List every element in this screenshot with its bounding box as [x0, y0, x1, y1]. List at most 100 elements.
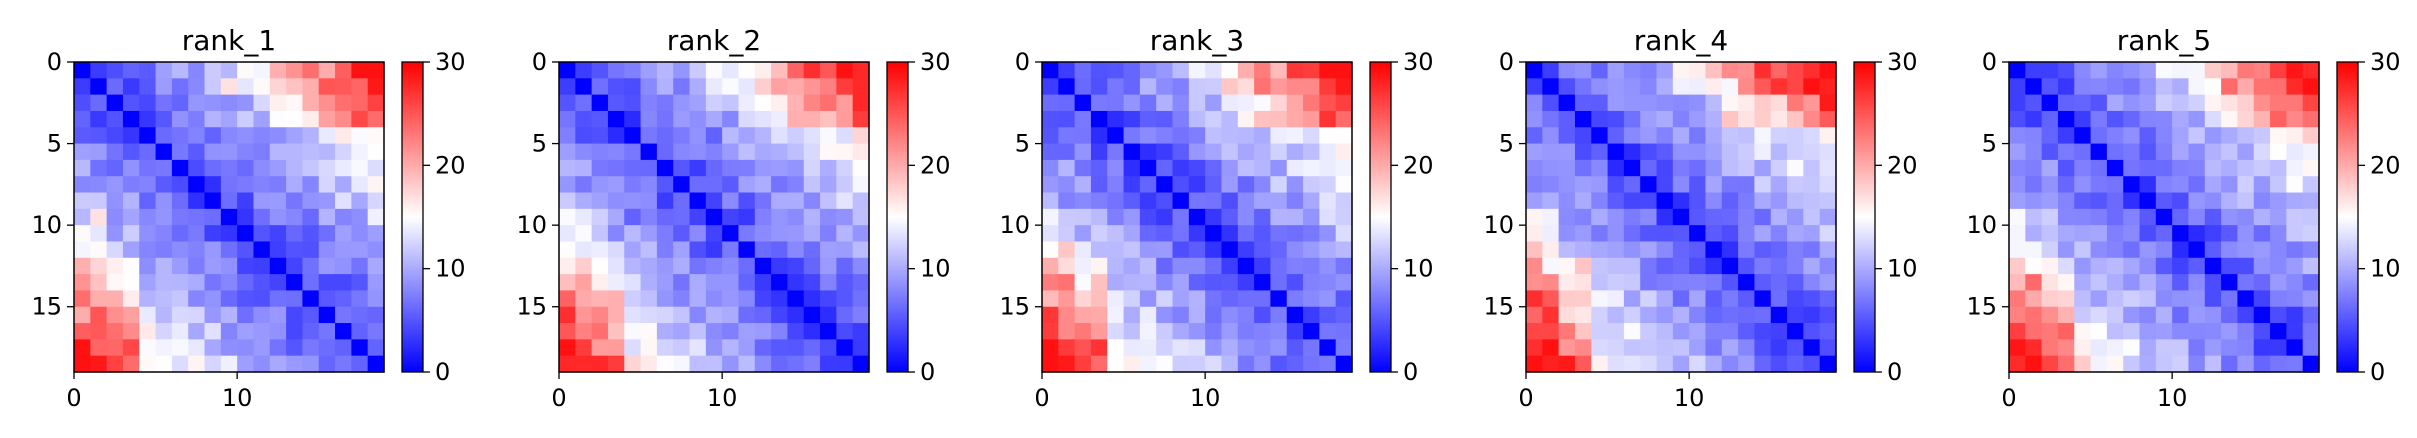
heatmap-cell [1640, 257, 1658, 275]
colorbar-tick-label: 10 [920, 255, 951, 283]
heatmap-cell [738, 78, 756, 96]
heatmap-cell [2009, 257, 2026, 275]
heatmap-cell [2204, 143, 2222, 161]
heatmap-cell [607, 94, 625, 112]
heatmap-cell [787, 127, 805, 145]
heatmap-cell [1607, 159, 1625, 177]
heatmap-cell [220, 339, 238, 357]
heatmap-cell [1042, 323, 1059, 340]
heatmap-cell [1803, 274, 1821, 292]
heatmap-cell [220, 225, 238, 243]
heatmap-cell [1074, 208, 1092, 226]
heatmap-cell [754, 127, 772, 145]
heatmap-cell [705, 176, 723, 194]
heatmap-cell [2074, 159, 2092, 177]
heatmap-cell [1819, 257, 1837, 275]
heatmap-cell [2302, 127, 2320, 145]
heatmap-cell [1526, 208, 1543, 226]
heatmap-cell [2172, 159, 2190, 177]
heatmap-cell [575, 274, 593, 292]
heatmap-cell [139, 159, 157, 177]
heatmap-cell [1335, 94, 1353, 112]
heatmap-cell [1558, 257, 1576, 275]
heatmap-cell [1640, 290, 1658, 308]
heatmap-cell [1286, 78, 1304, 96]
heatmap-cell [253, 127, 271, 145]
heatmap-cell [1754, 225, 1772, 243]
heatmap-cell [738, 192, 756, 210]
chart-title: rank_4 [1634, 24, 1728, 57]
heatmap-cell [2221, 143, 2239, 161]
heatmap-cell [1319, 241, 1337, 259]
heatmap-cell [1689, 339, 1707, 357]
heatmap-cell [1574, 143, 1592, 161]
heatmap-cell [2106, 274, 2124, 292]
heatmap-cell [2025, 208, 2043, 226]
heatmap-cell [2253, 127, 2271, 145]
heatmap-cell [269, 290, 287, 308]
heatmap-cell [1672, 274, 1690, 292]
heatmap-cell [836, 339, 854, 357]
heatmap-cell [624, 127, 642, 145]
heatmap-cell [171, 110, 189, 128]
heatmap-cell [220, 241, 238, 259]
heatmap-cell [1335, 241, 1353, 259]
heatmap-cell [1107, 94, 1125, 112]
heatmap-cell [2009, 306, 2026, 324]
heatmap-cell [2139, 62, 2157, 79]
heatmap-cell [237, 94, 255, 112]
heatmap-cell [1672, 306, 1690, 324]
heatmap-cell [220, 62, 238, 79]
heatmap-cell [2074, 208, 2092, 226]
heatmap-cell [1123, 290, 1141, 308]
heatmap-cell [803, 241, 821, 259]
heatmap-cell [1542, 208, 1560, 226]
heatmap-cell [188, 355, 206, 373]
heatmap-cell [302, 110, 320, 128]
heatmap-cell [2009, 323, 2026, 340]
heatmap-cell [1689, 62, 1707, 79]
heatmap-cell [335, 159, 352, 177]
heatmap-cell [1319, 176, 1337, 194]
heatmap-cell [624, 339, 642, 357]
heatmap-cell [820, 94, 837, 112]
heatmap-cell [1156, 208, 1174, 226]
heatmap-cell [820, 274, 837, 292]
heatmap-cell [803, 110, 821, 128]
heatmap-cell [591, 306, 609, 324]
heatmap-cell [656, 274, 674, 292]
heatmap-cell [1303, 339, 1320, 357]
heatmap-cell [1270, 110, 1288, 128]
heatmap-cell [2302, 208, 2320, 226]
heatmap-cell [1689, 78, 1707, 96]
heatmap-cell [2221, 257, 2239, 275]
heatmap-cell [335, 176, 352, 194]
heatmap-cell [1058, 78, 1076, 96]
heatmap-cell [2057, 355, 2075, 373]
colorbar-tick-label: 30 [1403, 48, 1434, 76]
heatmap-cell [1205, 143, 1223, 161]
heatmap-cell [2286, 306, 2304, 324]
heatmap-cell [171, 339, 189, 357]
heatmap-cell [1738, 127, 1756, 145]
heatmap-cell [689, 110, 707, 128]
heatmap-cell [2009, 127, 2026, 145]
heatmap-cell [722, 143, 740, 161]
heatmap-cell [2188, 355, 2206, 373]
heatmap-cell [754, 306, 772, 324]
heatmap-cell [2270, 143, 2287, 161]
heatmap-cell [1591, 143, 1609, 161]
heatmap-cell [188, 192, 206, 210]
heatmap-cell [318, 290, 336, 308]
heatmap-cell [1237, 78, 1255, 96]
heatmap-cell [575, 94, 593, 112]
heatmap-cell [1754, 274, 1772, 292]
x-tick-label: 0 [66, 384, 81, 412]
heatmap-cell [106, 306, 124, 324]
heatmap-cell [1738, 192, 1756, 210]
heatmap-cell [2172, 241, 2190, 259]
heatmap-cell [1656, 257, 1674, 275]
heatmap-cell [1156, 339, 1174, 357]
heatmap-cell [1558, 355, 1576, 373]
heatmap-cell [1156, 192, 1174, 210]
